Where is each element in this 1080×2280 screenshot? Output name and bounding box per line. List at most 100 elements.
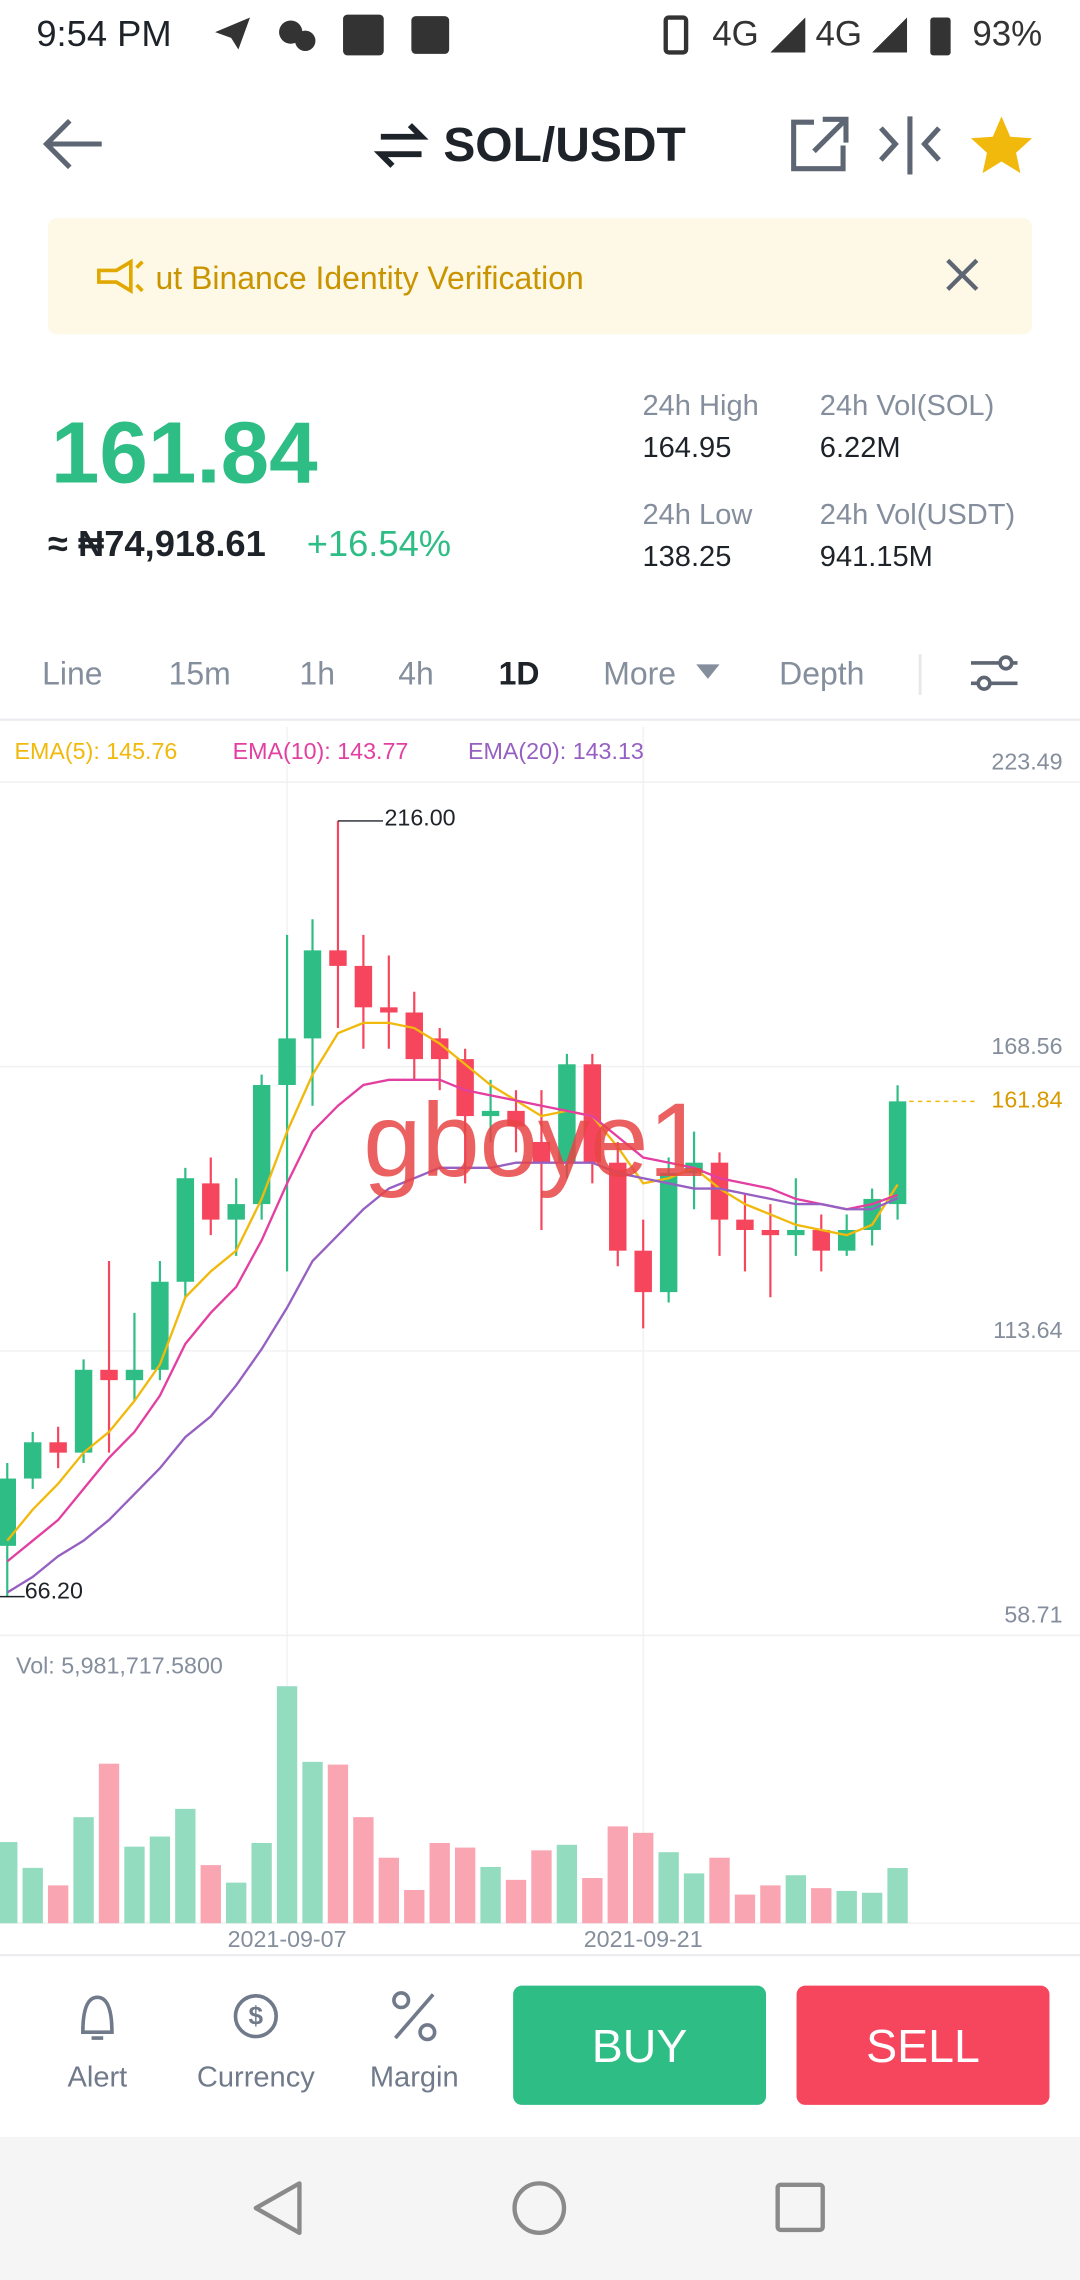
candle-body xyxy=(456,1059,474,1117)
volume-bar xyxy=(226,1882,247,1924)
compare-button[interactable] xyxy=(878,116,941,175)
candle-body xyxy=(481,1110,500,1117)
bottom-label: Margin xyxy=(370,2061,459,2093)
nav-home[interactable] xyxy=(512,2181,567,2235)
currency-button[interactable]: $ Currency xyxy=(197,1994,315,2094)
interval-tabs: Line 15m 1h 4h 1D More Depth xyxy=(42,655,864,691)
settings-icon xyxy=(998,655,1014,671)
stat-value: 941.15M xyxy=(820,541,933,573)
dropdown-caret xyxy=(696,664,720,679)
stat-value: 164.95 xyxy=(642,432,731,464)
last-price-label: 161.84 xyxy=(991,1087,1062,1113)
volume-bar xyxy=(480,1866,501,1924)
volume-bar xyxy=(353,1817,374,1924)
tab[interactable]: Line xyxy=(42,655,102,691)
sell-label: SELL xyxy=(866,2020,980,2072)
candle-body xyxy=(125,1369,144,1381)
volume-bar xyxy=(633,1832,654,1924)
stat-label: 24h Low xyxy=(642,499,753,531)
usb-icon xyxy=(343,14,384,56)
volume-bar xyxy=(531,1850,552,1924)
settings-icon xyxy=(976,675,992,691)
sell-background xyxy=(796,1985,1050,2105)
buy-button[interactable]: BUY xyxy=(513,1985,767,2105)
tab[interactable]: 1h xyxy=(299,655,335,691)
volume-bar xyxy=(0,1842,18,1924)
swap-icon[interactable] xyxy=(373,123,429,168)
volume-bar xyxy=(124,1846,145,1924)
volume-bar xyxy=(861,1892,883,1924)
candle-body xyxy=(49,1442,67,1453)
y-tick-label: 168.56 xyxy=(991,1033,1062,1059)
tab[interactable]: 15m xyxy=(169,655,231,691)
favorite-star[interactable] xyxy=(970,116,1033,174)
tab[interactable]: 1D xyxy=(499,655,540,691)
nav-bar xyxy=(0,2136,1080,2280)
candle-body xyxy=(303,950,322,1039)
fiat-price: ≈ ₦74,918.61 xyxy=(48,523,266,564)
volume-bar xyxy=(22,1867,43,1924)
banner-text: ut Binance Identity Verification xyxy=(156,260,584,296)
candle-body xyxy=(405,1012,423,1060)
sell-button[interactable]: SELL xyxy=(796,1985,1050,2105)
margin-icon xyxy=(418,2023,437,2042)
telegram-icon xyxy=(215,17,251,50)
legend-entry: EMA(10): 143.77 xyxy=(233,738,409,764)
legend-entry: EMA(20): 143.13 xyxy=(468,738,644,764)
nav-back[interactable] xyxy=(253,2181,302,2235)
tab[interactable]: 4h xyxy=(398,655,434,691)
volume-bar xyxy=(404,1889,425,1924)
volume-bar xyxy=(607,1826,628,1924)
tab[interactable]: More xyxy=(603,655,676,691)
volume-bar xyxy=(556,1844,578,1924)
volume-bar xyxy=(811,1888,832,1924)
tab[interactable]: Depth xyxy=(779,655,864,691)
candlestick-chart: 2021-09-07 2021-09-21 58.71 113.64 168.56 223… xyxy=(0,726,1080,1952)
candle-body xyxy=(787,1229,805,1236)
margin-button[interactable]: Margin xyxy=(370,1991,459,2093)
nav-recents[interactable] xyxy=(775,2182,825,2233)
stat-label: 24h High xyxy=(642,390,758,422)
status-time: 9:54 PM xyxy=(36,13,171,54)
volume-bar xyxy=(73,1817,94,1924)
close-banner[interactable] xyxy=(946,258,979,291)
volume-bar xyxy=(887,1868,908,1924)
max-label: 216.00 xyxy=(384,805,455,831)
y-tick-label: 58.71 xyxy=(1004,1602,1062,1628)
stat-label: 24h Vol(SOL) xyxy=(820,390,994,422)
network-label: 4G xyxy=(815,15,862,54)
buy-label: BUY xyxy=(592,2020,688,2072)
bottom-label: Currency xyxy=(197,2061,315,2093)
alert-button[interactable]: Alert xyxy=(68,1995,128,2093)
volume-bar xyxy=(200,1865,221,1924)
candle-body xyxy=(0,1478,16,1546)
min-label: 66.20 xyxy=(25,1577,83,1603)
y-tick-label: 223.49 xyxy=(991,748,1062,774)
candle-body xyxy=(812,1229,830,1251)
back-button[interactable] xyxy=(42,118,102,170)
candle-body xyxy=(176,1178,195,1282)
candle-body xyxy=(761,1229,780,1236)
candle-body xyxy=(659,1173,678,1293)
volume-bar xyxy=(785,1875,807,1924)
chart-settings[interactable] xyxy=(970,655,1018,691)
megaphone-icon xyxy=(97,258,144,295)
volume-bar xyxy=(378,1857,400,1924)
wechat-icon xyxy=(295,30,316,51)
price-change: +16.54% xyxy=(307,523,451,564)
volume-bar xyxy=(836,1890,857,1924)
candle-body xyxy=(252,1084,271,1205)
stat-value: 138.25 xyxy=(642,541,731,573)
pair-title: SOL/USDT xyxy=(443,119,685,172)
bottom-label: Alert xyxy=(68,2061,128,2093)
bell-icon xyxy=(81,1995,114,2040)
volume-bar xyxy=(658,1852,679,1924)
share-button[interactable] xyxy=(791,116,849,172)
volume-bar xyxy=(505,1879,527,1924)
volume-bar xyxy=(47,1885,69,1924)
margin-icon xyxy=(392,1991,411,2010)
candle-body xyxy=(736,1219,754,1230)
network-label: 4G xyxy=(712,15,759,54)
